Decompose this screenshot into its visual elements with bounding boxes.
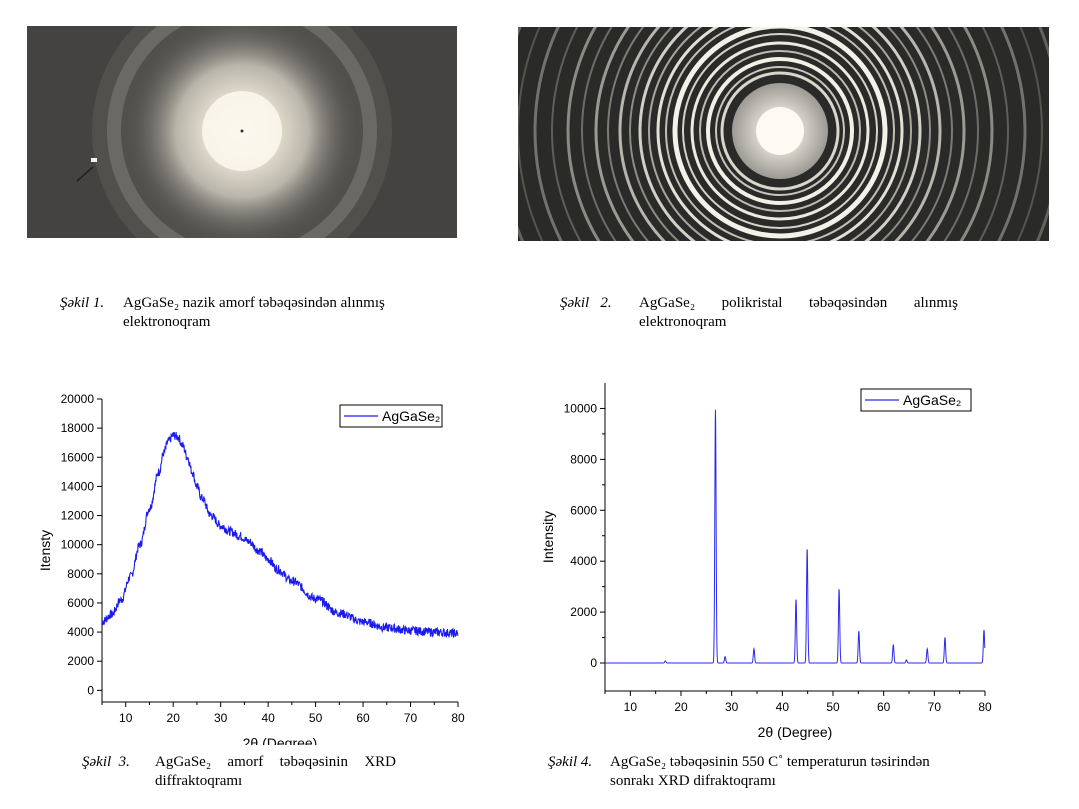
y-tick-label: 20000: [61, 392, 95, 406]
figure-3-caption: Şəkil 3. AgGaSe₂ amorf təbəqəsinin XRD d…: [82, 753, 396, 791]
x-tick-label: 80: [451, 711, 465, 725]
y-tick-label: 14000: [61, 479, 95, 493]
y-axis-label: Itensty: [37, 530, 53, 571]
xrd-amorphous-chart: 10 20 30 40 50 60 70 80 0 2000 4000 6000 8000 10000 12…: [30, 385, 470, 751]
diffraction-ring: [715, 66, 845, 196]
diffraction-ring: [518, 27, 1043, 241]
spot-mark: [91, 158, 97, 162]
y-tick-label: 8000: [67, 567, 94, 581]
figure-1-text-line1: AgGaSe₂ nazik amorf təbəqəsindən alınmış: [123, 295, 385, 311]
y-tick-label: 6000: [67, 596, 94, 610]
x-axis-label: 2θ (Degree): [243, 735, 318, 745]
y-tick-label: 2000: [570, 605, 597, 619]
polycrystal-pattern-svg: [518, 27, 1049, 241]
x-tick-label: 60: [356, 711, 370, 725]
x-tick-label: 10: [624, 700, 638, 714]
y-tick-label: 0: [87, 683, 94, 697]
figure-4-label: Şəkil 4.: [548, 754, 593, 770]
diffraction-ring: [618, 27, 942, 241]
y-tick-label: 4000: [67, 625, 94, 639]
y-tick-label: 12000: [61, 509, 95, 523]
figure-1-caption: Şəkil 1. AgGaSe₂ nazik amorf təbəqəsində…: [60, 294, 415, 332]
y-tick-label: 2000: [67, 654, 94, 668]
x-tick-label: 80: [978, 700, 992, 714]
diffraction-ring: [682, 33, 878, 229]
x-tick-label: 70: [928, 700, 942, 714]
y-tick-label: 18000: [61, 421, 95, 435]
figure-4-text-line2: sonrakı XRD difraktoqramı: [610, 773, 776, 789]
figure-1-text-line2: elektronoqram: [123, 314, 211, 330]
diffraction-ring: [607, 27, 953, 241]
diffraction-ring: [699, 50, 861, 212]
diffraction-ring: [594, 27, 966, 241]
legend-label: AgGaSe₂: [903, 392, 961, 408]
y-tick-label: 4000: [570, 554, 597, 568]
x-tick-label: 30: [214, 711, 228, 725]
y-axis-label: Intensity: [540, 511, 556, 563]
diffraction-ring: [720, 71, 840, 191]
x-tick-label: 70: [404, 711, 418, 725]
diffraction-ring: [581, 27, 979, 241]
x-tick-label: 50: [826, 700, 840, 714]
diffraction-ring: [665, 27, 895, 241]
x-tick-label: 50: [309, 711, 323, 725]
figure-2-caption: Şəkil 2. AgGaSe₂ polikristal təbəqəsində…: [560, 294, 958, 332]
diffraction-ring: [551, 27, 1009, 241]
figure-2-text-line2: elektronoqram: [639, 314, 727, 330]
diffraction-ring: [638, 27, 922, 241]
legend-label: AgGaSe₂: [382, 408, 440, 424]
x-tick-label: 20: [674, 700, 688, 714]
xrd-amorphous-svg: 10 20 30 40 50 60 70 80 0 2000 4000 6000 8000 10000 12…: [37, 392, 465, 751]
x-tick-label: 40: [776, 700, 790, 714]
legend-box: [339, 404, 443, 428]
figure-4-caption: Şəkil 4. AgGaSe₂ təbəqəsinin 550 C˚ temp…: [548, 753, 973, 791]
electronogram-polycrystal-image: [518, 27, 1049, 241]
diffraction-ring: [629, 27, 931, 241]
figure-3-text-line1: AgGaSe₂ amorf təbəqəsinin XRD: [155, 754, 396, 770]
x-tick-label: 60: [877, 700, 891, 714]
figure-2-label: Şəkil 2.: [560, 295, 612, 311]
amorphous-pattern-svg: [27, 26, 457, 238]
legend-box: [860, 388, 972, 412]
figure-4-text-line1: AgGaSe₂ təbəqəsinin 550 C˚ temperaturun …: [610, 754, 930, 770]
diffraction-ring: [706, 57, 854, 205]
x-axis-label: 2θ (Degree): [758, 724, 833, 740]
x-tick-label: 20: [167, 711, 181, 725]
y-tick-label: 8000: [570, 452, 597, 466]
diffraction-ring: [566, 27, 994, 241]
figure-3-text-line2: diffraktoqramı: [155, 773, 243, 789]
series-line-aggase2: [101, 431, 459, 638]
x-tick-label: 10: [119, 711, 133, 725]
xrd-crystalline-svg: 10 20 30 40 50 60 70 80 0 2000 4000 6000 8000 10000 2θ…: [540, 383, 992, 740]
figure-1-label: Şəkil 1.: [60, 295, 105, 311]
y-tick-label: 16000: [61, 450, 95, 464]
diffraction-ring: [690, 41, 870, 221]
diffraction-ring: [533, 27, 1027, 241]
series-line-aggase2: [605, 409, 986, 664]
y-tick-label: 6000: [570, 503, 597, 517]
diffraction-ring: [656, 27, 904, 241]
electronogram-amorphous-image: [27, 26, 457, 238]
y-tick-label: 10000: [564, 401, 598, 415]
xrd-crystalline-chart: 10 20 30 40 50 60 70 80 0 2000 4000 6000 8000 10000 2θ…: [535, 375, 1005, 745]
y-tick-label: 10000: [61, 538, 95, 552]
diffraction-ring: [672, 27, 888, 239]
x-tick-label: 40: [261, 711, 275, 725]
diffraction-ring: [648, 27, 912, 241]
figure-2-text-line1: AgGaSe₂ polikristal təbəqəsindən alınmış: [639, 295, 958, 311]
y-tick-label: 0: [590, 656, 597, 670]
figure-3-label: Şəkil 3.: [82, 754, 130, 770]
x-tick-label: 30: [725, 700, 739, 714]
